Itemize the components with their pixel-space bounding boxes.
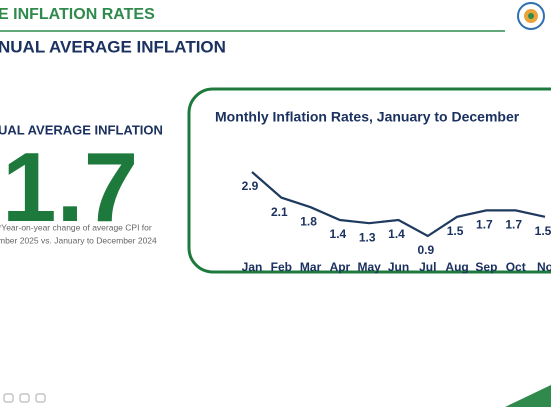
data-label: 2.9 <box>242 179 259 193</box>
x-tick-label: No <box>537 260 551 274</box>
x-tick-label: Aug <box>445 260 468 274</box>
x-tick-label: May <box>358 260 382 274</box>
summary-value: 1.7 <box>2 132 138 242</box>
summary-note: mber 2025 vs. January to December 2024 <box>0 235 157 245</box>
logo <box>517 2 545 30</box>
chart-panel <box>187 87 551 274</box>
data-label: 0.9 <box>417 243 434 257</box>
chart-title: Monthly Inflation Rates, January to Dece… <box>215 109 520 125</box>
x-tick-label: Jan <box>242 260 263 274</box>
x-tick-label: Jul <box>419 260 436 274</box>
data-label: 1.5 <box>535 224 551 238</box>
x-tick-label: Sep <box>475 260 497 274</box>
data-label: 1.8 <box>300 214 317 228</box>
x-tick-label: Feb <box>271 260 292 274</box>
header-title: E INFLATION RATES <box>0 6 155 23</box>
data-label: 1.3 <box>359 230 376 244</box>
x-tick-label: Mar <box>300 260 322 274</box>
header-subtitle: NUAL AVERAGE INFLATION <box>0 37 226 56</box>
x-tick-label: Oct <box>506 260 526 274</box>
x-tick-label: Jun <box>388 260 409 274</box>
data-label: 1.7 <box>505 218 522 232</box>
data-label: 1.7 <box>476 218 493 232</box>
summary-label: UAL AVERAGE INFLATION <box>0 122 163 137</box>
line <box>251 171 546 238</box>
data-label: 1.4 <box>388 227 405 241</box>
x-tick-label: Apr <box>330 260 351 274</box>
data-label: 1.4 <box>330 227 347 241</box>
corner-decoration <box>505 385 551 407</box>
data-label: 1.5 <box>447 224 464 238</box>
summary-note: *Year-on-year change of average CPI for <box>0 222 152 232</box>
data-label: 2.1 <box>271 205 288 219</box>
toolbar <box>3 393 46 403</box>
